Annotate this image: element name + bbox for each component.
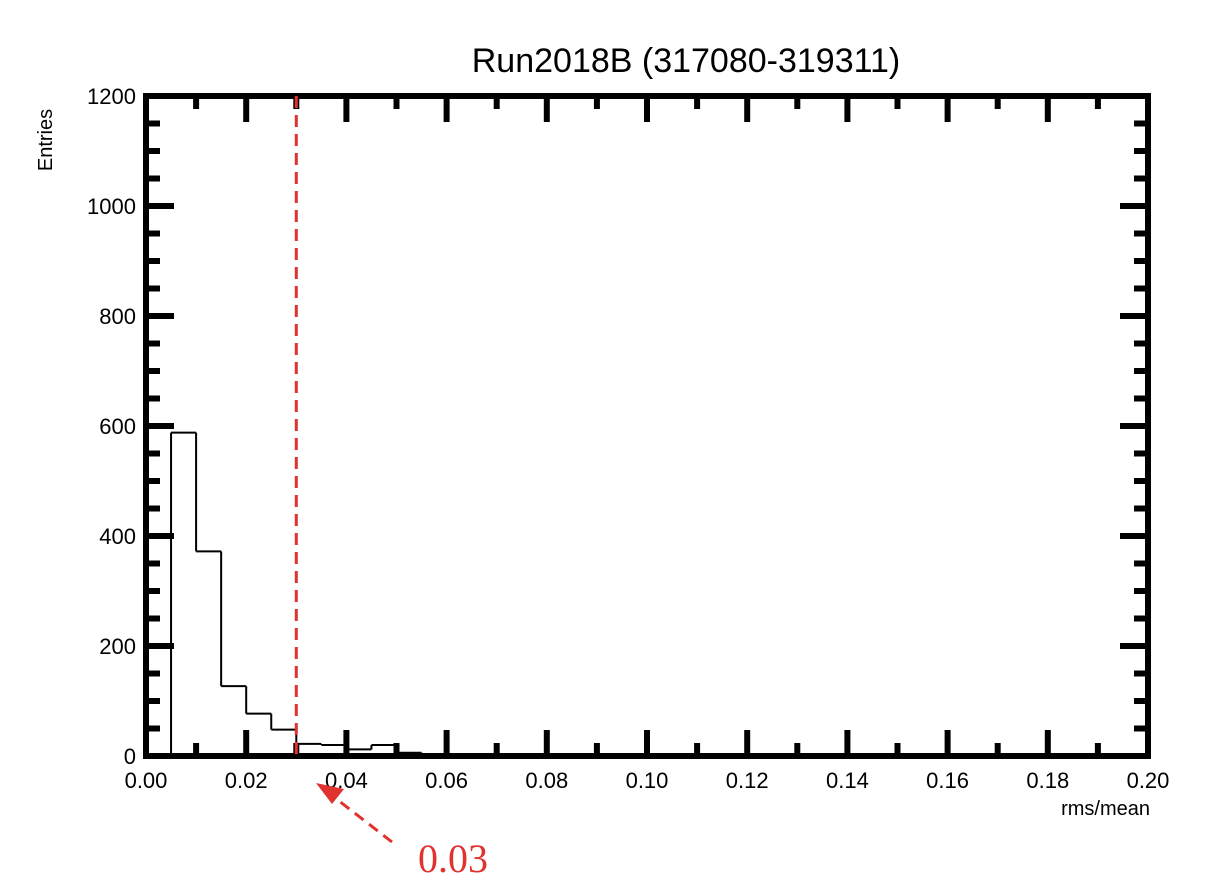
y-tick-label: 200 [99,634,136,659]
annotation-arrow-shaft [329,792,393,844]
y-tick-label: 600 [99,414,136,439]
annotation-arrow-head [316,783,344,804]
axis-ticks [143,93,1151,759]
x-tick-label: 0.06 [425,768,468,793]
x-tick-label: 0.18 [1026,768,1069,793]
y-tick-label: 0 [124,744,136,769]
y-tick-label: 800 [99,304,136,329]
x-axis-label: rms/mean [1061,798,1150,820]
y-tick-label: 1000 [87,194,136,219]
cut-annotation [294,96,393,844]
x-tick-label: 0.14 [826,768,869,793]
x-tick-label: 0.08 [525,768,568,793]
x-tick-label: 0.16 [926,768,969,793]
histogram-bars [170,431,423,756]
x-tick-label: 0.20 [1127,768,1170,793]
y-tick-label: 400 [99,524,136,549]
x-tick-label: 0.10 [626,768,669,793]
cut-annotation-label: 0.03 [418,836,488,881]
x-tick-label: 0.02 [225,768,268,793]
x-tick-label: 0.12 [726,768,769,793]
y-tick-label: 1200 [87,84,136,109]
x-tick-label: 0.00 [125,768,168,793]
y-axis-label: Entries [35,109,57,171]
chart-title: Run2018B (317080-319311) [472,42,901,80]
axis-tick-labels: 0.00 0.02 0.04 0.06 0.08 0.10 0.12 0.14 0.16 0.18… [87,84,1169,793]
